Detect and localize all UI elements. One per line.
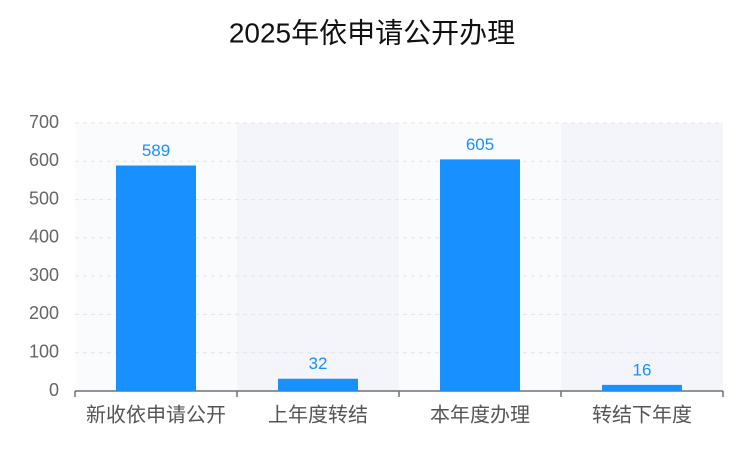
band-background bbox=[561, 123, 723, 391]
data-label: 32 bbox=[309, 354, 328, 373]
chart-title: 2025年依申请公开办理 bbox=[229, 17, 515, 48]
data-label: 589 bbox=[142, 141, 170, 160]
band-background bbox=[237, 123, 399, 391]
x-tick-label: 新收依申请公开 bbox=[86, 403, 226, 426]
y-tick-label: 200 bbox=[29, 303, 59, 323]
x-tick-label: 上年度转结 bbox=[268, 403, 368, 426]
y-tick-label: 300 bbox=[29, 265, 59, 285]
x-tick-label: 转结下年度 bbox=[592, 403, 692, 426]
y-tick-label: 0 bbox=[49, 380, 59, 400]
y-tick-label: 500 bbox=[29, 188, 59, 208]
bar bbox=[440, 159, 520, 391]
y-tick-label: 100 bbox=[29, 341, 59, 361]
data-label: 605 bbox=[466, 135, 494, 154]
y-tick-label: 600 bbox=[29, 150, 59, 170]
y-tick-label: 400 bbox=[29, 227, 59, 247]
x-tick-label: 本年度办理 bbox=[430, 403, 530, 426]
bar bbox=[116, 165, 196, 391]
bar bbox=[602, 384, 682, 391]
data-label: 16 bbox=[633, 360, 652, 379]
y-tick-label: 700 bbox=[29, 112, 59, 132]
bar bbox=[278, 378, 358, 391]
